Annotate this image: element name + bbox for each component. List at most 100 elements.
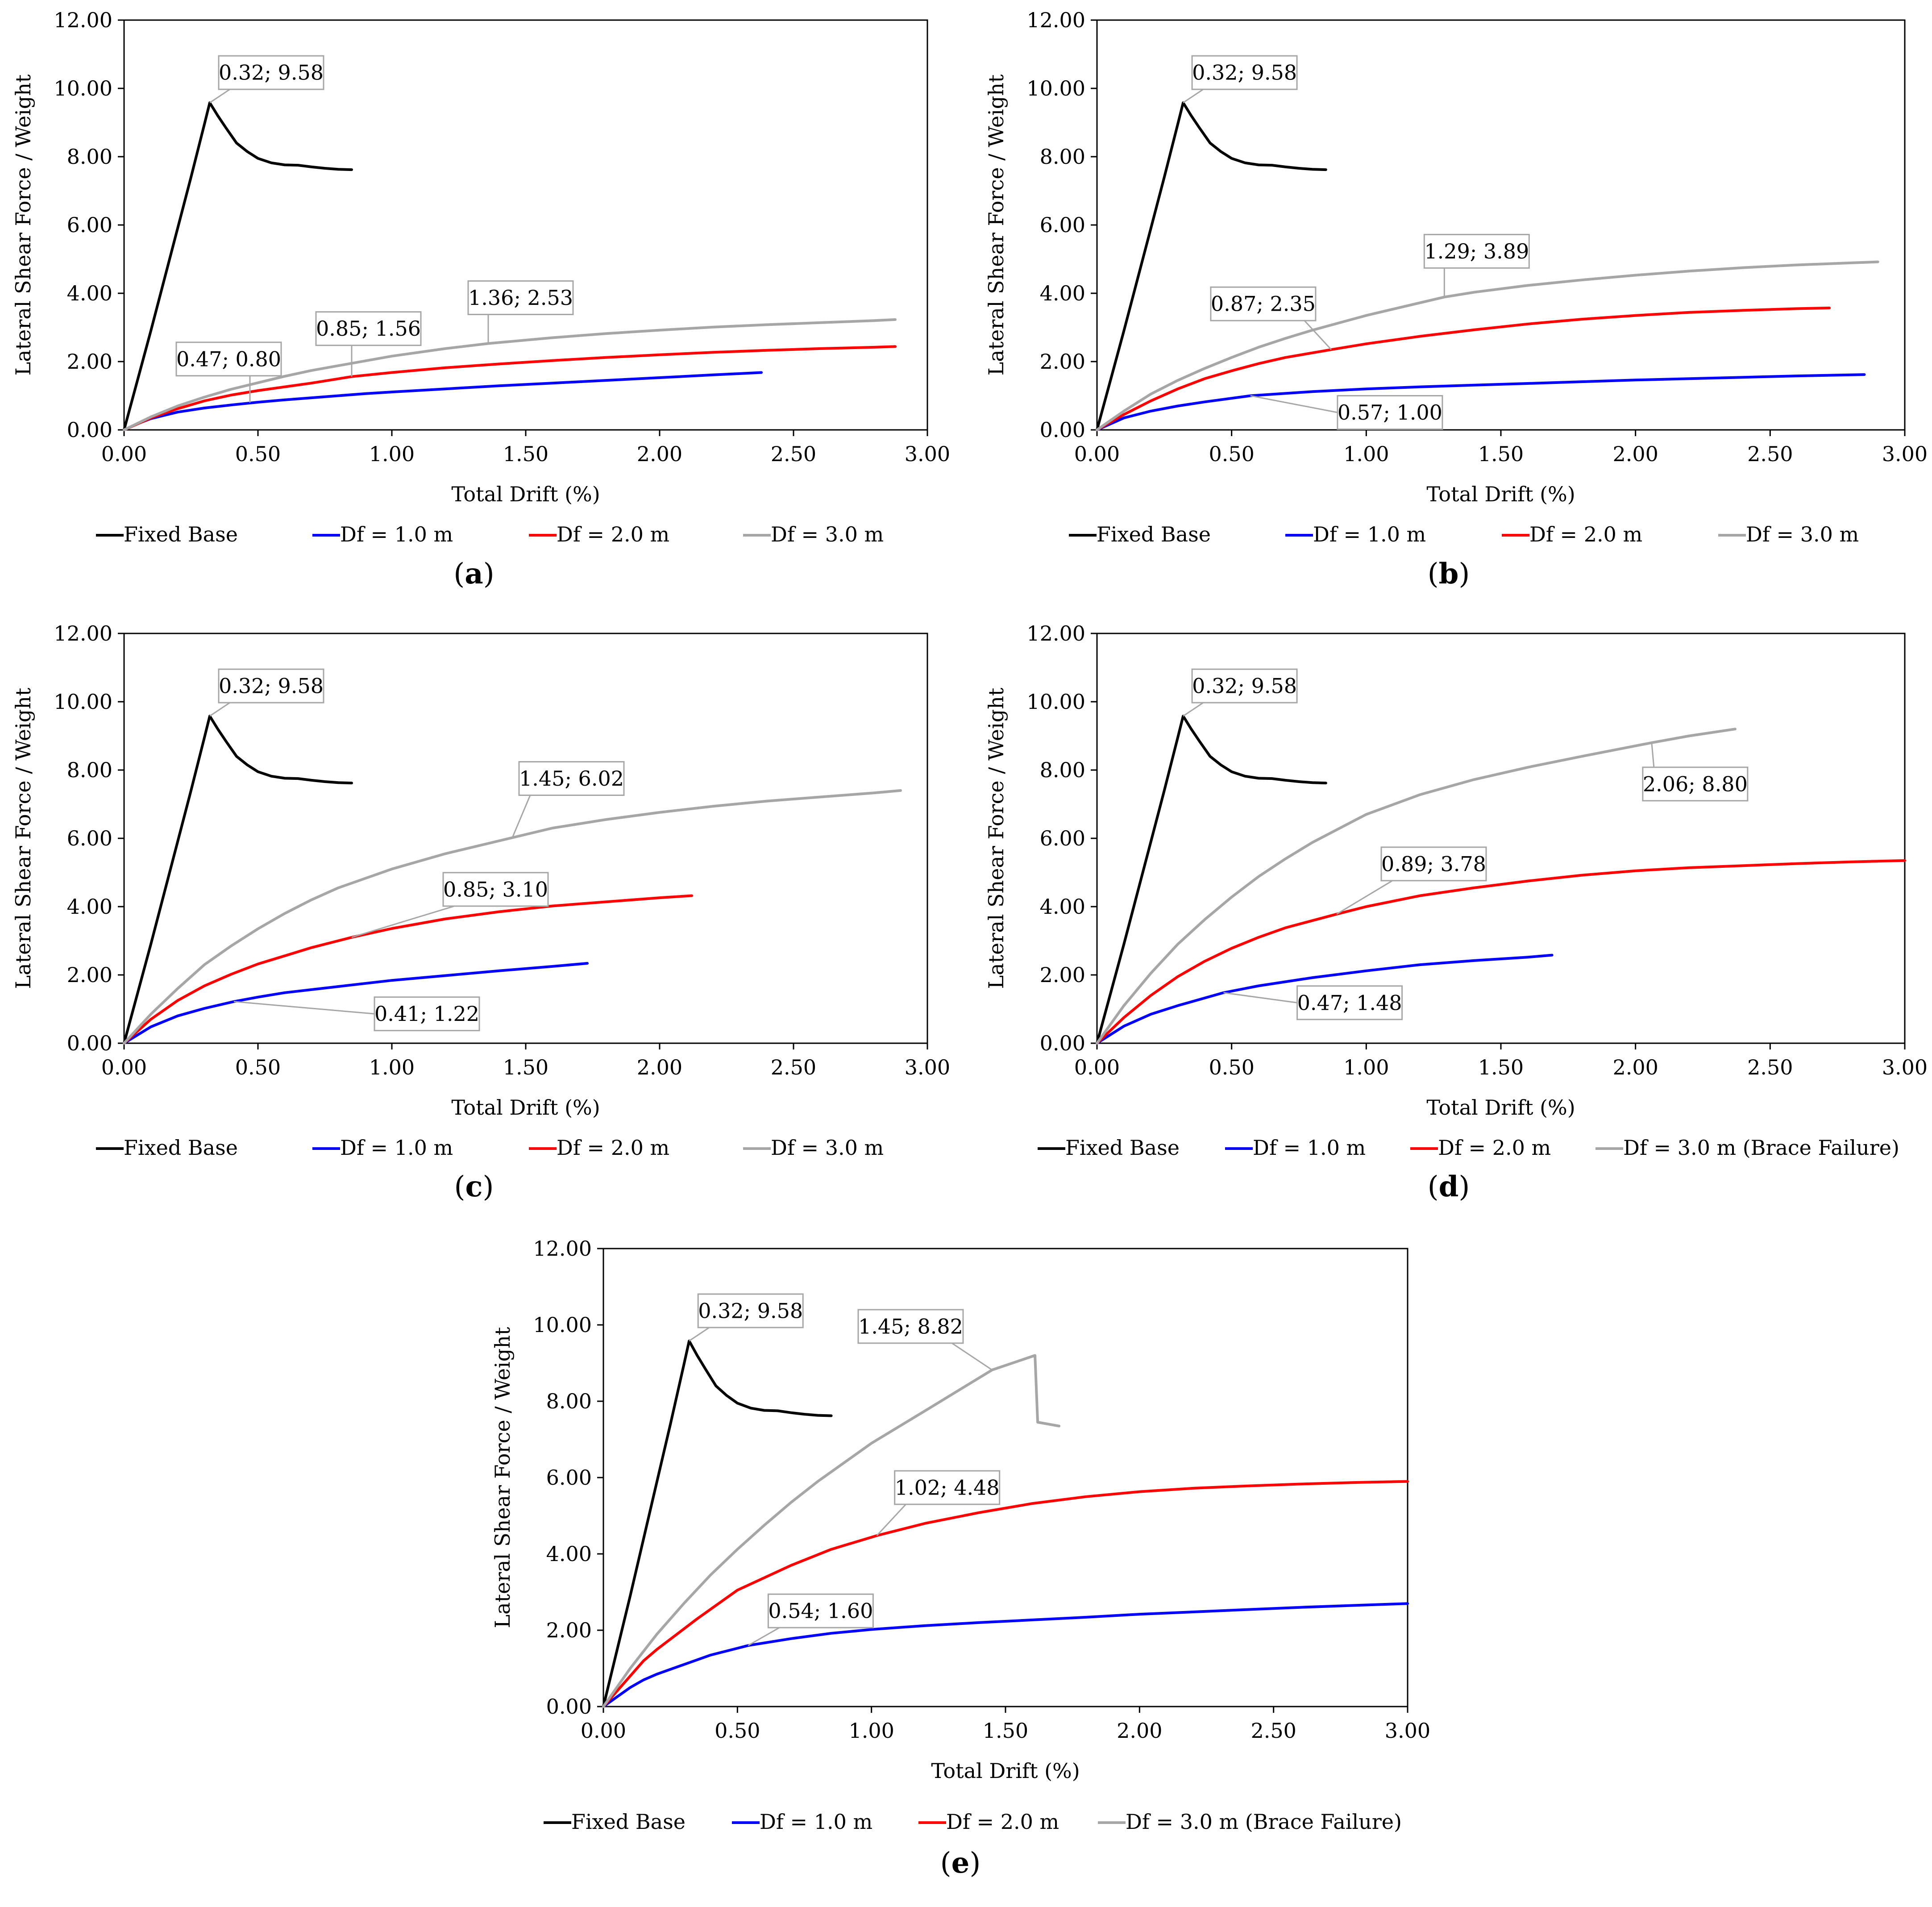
panel-label-part: ) (1458, 558, 1470, 591)
series-line-4 (1096, 728, 1737, 1045)
callout-leader (511, 795, 531, 838)
callout-label: 0.47; 1.48 (1297, 991, 1402, 1015)
legend-label: Df = 3.0 m (771, 522, 884, 546)
x-tick-label: 1.50 (1478, 442, 1524, 466)
callout-leader (1183, 702, 1204, 717)
panel-label: (a) (453, 557, 494, 591)
callout-box (1380, 846, 1487, 882)
x-tick-label: 2.50 (771, 1055, 816, 1079)
legend-label: Df = 1.0 m (1313, 522, 1426, 546)
panel-label: (c) (454, 1170, 494, 1203)
callout-label: 1.45; 8.82 (858, 1314, 963, 1338)
callout-label: 1.02; 4.48 (895, 1475, 1000, 1499)
y-tick-label: 0.00 (1040, 1031, 1085, 1055)
x-tick-label: 0.00 (101, 1055, 147, 1079)
y-tick-label: 6.00 (1040, 213, 1085, 237)
x-tick-label: 2.50 (1747, 442, 1793, 466)
callout-label: 0.32; 9.58 (219, 61, 324, 85)
x-axis-label: Total Drift (%) (451, 482, 600, 506)
y-tick-label: 8.00 (67, 145, 112, 169)
chart-panel-2: 0.00 0.50 1.00 1.50 2.00 2.50 3.00 0.00 2.00 4.00… (984, 8, 1928, 591)
callout-label: 2.06; 8.80 (1643, 772, 1748, 796)
x-tick-label: 2.00 (1612, 1055, 1658, 1079)
x-tick-label: 2.00 (1612, 442, 1658, 466)
y-tick-label: 10.00 (1026, 690, 1085, 714)
callout-box (1210, 286, 1317, 321)
callout-box (442, 872, 549, 907)
callout-label: 1.45; 6.02 (519, 766, 624, 791)
legend-label: Df = 3.0 m (Brace Failure) (1623, 1136, 1899, 1160)
callout-leader (209, 88, 230, 104)
x-tick-label: 3.00 (1882, 442, 1928, 466)
x-tick-label: 0.50 (1209, 442, 1254, 466)
callout-leader (748, 1627, 780, 1646)
y-tick-label: 2.00 (546, 1618, 592, 1642)
chart-panel-1: 0.00 0.50 1.00 1.50 2.00 2.50 3.00 0.00 2.00 4.00… (11, 8, 950, 591)
callout-label: 0.85; 3.10 (443, 877, 548, 901)
callout-box (315, 311, 422, 346)
y-tick-label: 0.00 (546, 1695, 592, 1719)
y-tick-label: 12.00 (54, 621, 112, 645)
y-tick-label: 8.00 (546, 1389, 592, 1413)
legend-label: Df = 2.0 m (946, 1810, 1059, 1834)
x-tick-label: 1.00 (1343, 442, 1389, 466)
y-tick-label: 6.00 (67, 213, 112, 237)
legend-label: Df = 2.0 m (557, 1136, 669, 1160)
callout-label: 0.32; 9.58 (1192, 61, 1297, 85)
series-line-2 (1096, 954, 1554, 1045)
y-tick-label: 6.00 (546, 1466, 592, 1490)
x-tick-label: 3.00 (905, 442, 950, 466)
callout-label: 0.32; 9.58 (1192, 674, 1297, 698)
legend-label: Df = 1.0 m (340, 1136, 453, 1160)
callout-box (374, 996, 480, 1032)
callout-label: 0.57; 1.00 (1338, 400, 1442, 425)
series-line-1 (1096, 101, 1327, 431)
series-line-3 (123, 345, 897, 431)
legend-label: Fixed Base (124, 1136, 238, 1160)
callout-label: 0.47; 0.80 (176, 347, 281, 371)
callout-box (518, 761, 625, 796)
legend-label: Df = 1.0 m (340, 522, 453, 546)
y-tick-label: 10.00 (1026, 76, 1085, 100)
legend-label: Df = 3.0 m (771, 1136, 884, 1160)
y-tick-label: 8.00 (67, 758, 112, 782)
chart-panel-3: 0.00 0.50 1.00 1.50 2.00 2.50 3.00 0.00 2.00 4.00… (11, 621, 950, 1203)
callout-box (218, 55, 324, 90)
x-tick-label: 2.00 (637, 442, 682, 466)
panel-label-part: d (1439, 1170, 1459, 1203)
y-axis-label: Lateral Shear Force / Weight (984, 74, 1008, 375)
callout-leader (951, 1342, 993, 1371)
x-axis-label: Total Drift (%) (1426, 482, 1575, 506)
x-tick-label: 1.50 (503, 1055, 548, 1079)
series-line-4 (602, 1354, 1061, 1708)
callout-leader (876, 1503, 906, 1536)
x-axis-label: Total Drift (%) (931, 1759, 1080, 1783)
y-tick-label: 12.00 (533, 1237, 592, 1261)
x-tick-label: 1.00 (848, 1719, 894, 1743)
y-axis-label: Lateral Shear Force / Weight (984, 687, 1008, 989)
y-tick-label: 4.00 (67, 895, 112, 919)
legend-label: Fixed Base (571, 1810, 686, 1834)
callout-leader (233, 1001, 375, 1015)
x-tick-label: 1.50 (503, 442, 548, 466)
series-line-2 (1096, 373, 1866, 431)
callout-label: 0.32; 9.58 (219, 674, 324, 698)
x-tick-label: 2.00 (637, 1055, 682, 1079)
callout-label: 1.29; 3.89 (1424, 239, 1529, 263)
series-line-2 (123, 962, 589, 1045)
y-tick-label: 2.00 (1040, 963, 1085, 987)
x-tick-label: 3.00 (1882, 1055, 1928, 1079)
callout-leader (1651, 742, 1655, 767)
y-tick-label: 4.00 (1040, 281, 1085, 305)
x-axis-label: Total Drift (%) (1426, 1095, 1575, 1120)
y-tick-label: 12.00 (1026, 621, 1085, 645)
y-tick-label: 0.00 (1040, 418, 1085, 442)
panel-label-part: ) (1458, 1170, 1470, 1203)
y-axis-label: Lateral Shear Force / Weight (11, 74, 35, 375)
callout-box (1191, 668, 1298, 704)
series-line-1 (123, 715, 353, 1045)
callout-box (857, 1309, 964, 1344)
callout-box (467, 280, 574, 315)
legend-label: Df = 3.0 m (Brace Failure) (1126, 1810, 1402, 1834)
x-tick-label: 2.50 (1251, 1719, 1296, 1743)
